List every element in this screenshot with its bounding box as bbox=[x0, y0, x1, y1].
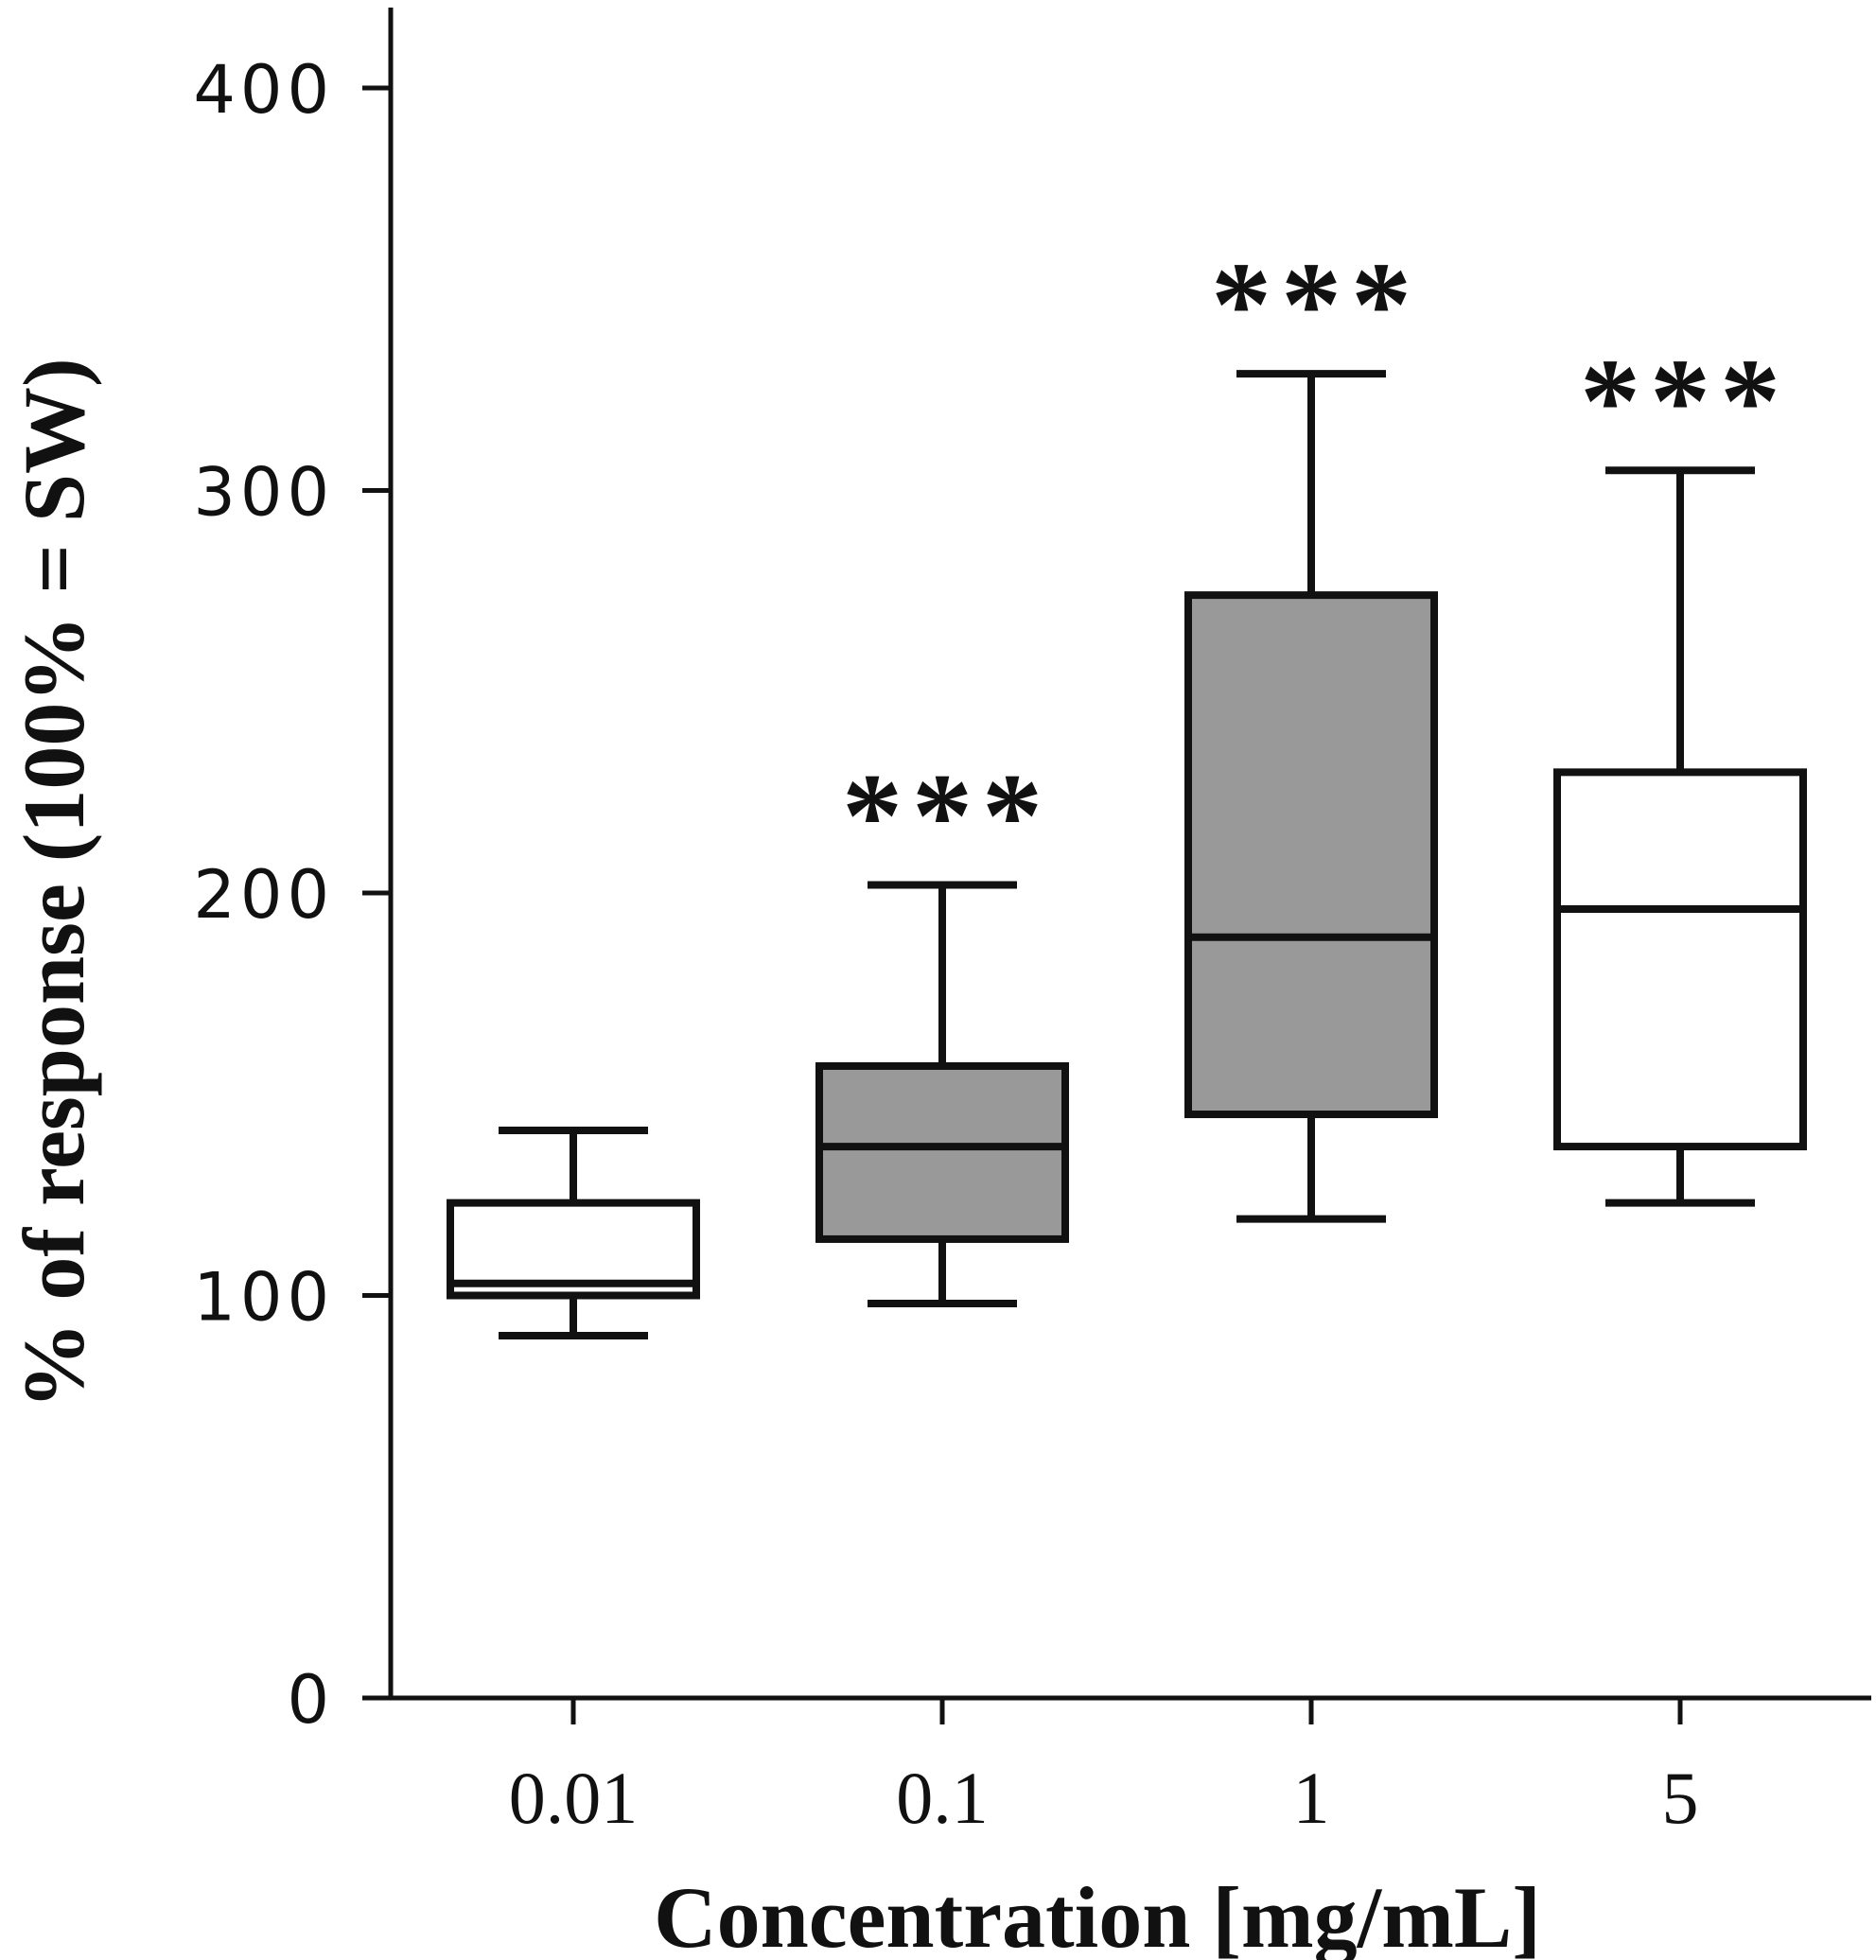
y-axis: 0 100 200 300 400 bbox=[193, 8, 394, 1739]
box-2 bbox=[815, 881, 1069, 1308]
box-series bbox=[447, 370, 1807, 1340]
y-tick-label: 200 bbox=[193, 856, 334, 934]
x-axis-title: Concentration [mg/mL] bbox=[654, 1869, 1541, 1960]
iqr-box bbox=[1184, 591, 1438, 1119]
y-tick-label: 300 bbox=[193, 454, 334, 532]
significance-label: *** bbox=[1211, 237, 1421, 372]
significance-label: *** bbox=[1580, 334, 1790, 468]
box-1 bbox=[447, 1127, 700, 1340]
significance-markers: *** *** *** bbox=[842, 237, 1790, 883]
x-tick-label: 1 bbox=[1293, 1757, 1330, 1839]
significance-label: *** bbox=[842, 748, 1052, 883]
box-3 bbox=[1184, 370, 1438, 1223]
iqr-box bbox=[1553, 768, 1807, 1151]
x-tick-label: 0.01 bbox=[509, 1757, 639, 1839]
iqr-box bbox=[815, 1061, 1069, 1243]
x-axis: 0.01 0.1 1 5 bbox=[391, 1695, 1871, 1839]
y-tick-label: 0 bbox=[287, 1661, 334, 1739]
x-tick-label: 0.1 bbox=[896, 1757, 989, 1839]
y-tick-label: 100 bbox=[193, 1259, 334, 1337]
box-4 bbox=[1553, 466, 1807, 1207]
y-axis-title: % of response (100% = SW) bbox=[6, 358, 102, 1409]
x-tick-label: 5 bbox=[1662, 1757, 1699, 1839]
y-tick-label: 400 bbox=[193, 51, 334, 129]
